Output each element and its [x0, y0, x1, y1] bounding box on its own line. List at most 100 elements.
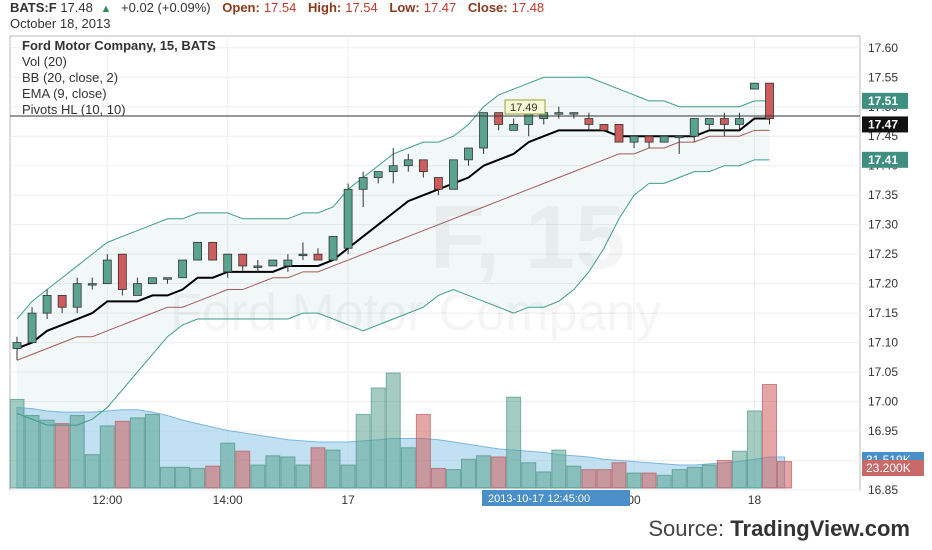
y-tick-label: 17.00 — [868, 395, 898, 409]
volume-bar — [762, 384, 777, 489]
candle-body — [178, 259, 187, 279]
volume-bar — [551, 449, 567, 489]
volume-bar — [190, 467, 206, 489]
y-tick-label: 17.45 — [868, 129, 898, 143]
open-value: 17.54 — [263, 0, 297, 15]
volume-bar — [129, 417, 145, 489]
volume-bar — [39, 419, 55, 489]
volume-bar — [415, 413, 431, 489]
volume-bar — [491, 456, 507, 489]
volume-bars — [9, 372, 793, 489]
candle-body — [584, 118, 594, 125]
candle-body — [479, 112, 488, 149]
volume-bar — [340, 464, 356, 489]
volume-bar — [265, 455, 281, 489]
candle-body — [12, 342, 22, 349]
candle-body — [644, 135, 654, 143]
y-tick-label: 17.55 — [868, 70, 898, 84]
low-value: 17.47 — [423, 0, 457, 15]
y-tick-label: 16.95 — [868, 424, 898, 438]
volume-label-bg — [862, 460, 924, 476]
bb-basis-line — [16, 129, 770, 361]
candle-body — [765, 82, 774, 119]
volume-bar — [430, 467, 446, 489]
volume-bar — [566, 465, 582, 489]
close-label: Close: — [467, 0, 508, 15]
y-tick-label: 17.25 — [868, 247, 898, 261]
candle-body — [117, 253, 127, 290]
date-label: October 18, 2013 — [10, 16, 111, 31]
volume-bar — [355, 413, 371, 489]
candle-body — [328, 236, 338, 261]
volume-label: 23.200K — [866, 461, 911, 475]
watermark-big: F, 15 — [430, 188, 625, 288]
candle-body — [403, 159, 413, 167]
candle-body — [343, 188, 353, 249]
volume-bar — [581, 469, 597, 489]
candle-body — [208, 241, 218, 261]
volume-bar — [54, 423, 70, 489]
candle-body — [689, 118, 699, 137]
volume-bar — [476, 455, 492, 489]
candle-body — [719, 118, 729, 125]
y-tick-label: 17.15 — [868, 306, 898, 320]
volume-bar — [250, 464, 266, 489]
candle-body — [433, 177, 443, 190]
source-prefix: Source: — [648, 516, 725, 541]
volume-bar — [205, 465, 221, 489]
candle-body — [418, 159, 428, 173]
volume-bar — [325, 449, 341, 489]
y-tick-label: 17.20 — [868, 277, 898, 291]
volume-bar — [385, 372, 401, 489]
high-label: High: — [308, 0, 342, 15]
candle-body — [659, 135, 669, 143]
volume-bar — [310, 447, 326, 489]
candle-body — [735, 118, 744, 125]
legend-item-ema[interactable]: EMA (9, close) — [22, 86, 107, 101]
price-label-bg — [862, 151, 908, 168]
price-change: +0.02 (+0.09%) — [121, 0, 211, 15]
legend-item-vol[interactable]: Vol (20) — [22, 54, 67, 69]
x-tick-label: 00 — [627, 493, 641, 507]
volume-bar — [686, 466, 702, 489]
legend-title: Ford Motor Company, 15, BATS — [22, 38, 216, 53]
volume-bar — [235, 450, 251, 489]
y-tick-label: 17.35 — [868, 188, 898, 202]
volume-bar — [175, 466, 191, 489]
volume-bar — [84, 454, 100, 489]
candles — [12, 82, 774, 361]
legend-item-pivots[interactable]: Pivots HL (10, 10) — [22, 102, 126, 117]
candle-body — [238, 253, 248, 267]
bb-fill-area — [17, 77, 770, 426]
candle-body — [253, 265, 263, 268]
candle-body — [87, 283, 97, 286]
volume-bar — [731, 450, 747, 489]
volume-bar — [461, 458, 476, 489]
volume-bar — [220, 442, 236, 489]
chart-legend: Ford Motor Company, 15, BATS Vol (20) BB… — [22, 38, 216, 118]
pivot-label: 17.49 — [510, 102, 538, 114]
x-tick-label: 14:00 — [213, 493, 243, 507]
volume-bar — [370, 387, 386, 489]
candle-body — [283, 259, 293, 267]
low-label: Low: — [389, 0, 420, 15]
candle-body — [72, 283, 82, 308]
candle-body — [313, 253, 323, 261]
candle-body — [388, 165, 398, 173]
legend-item-bb[interactable]: BB (20, close, 2) — [22, 70, 119, 85]
price-label: 17.51 — [868, 94, 898, 108]
candle-body — [569, 112, 579, 115]
high-value: 17.54 — [345, 0, 378, 15]
volume-bar — [521, 462, 537, 489]
y-tick-label: 17.60 — [868, 41, 898, 55]
candle-body — [42, 295, 52, 314]
crosshair-time-label: 2013-10-17 12:45:00 — [488, 493, 590, 505]
y-tick-label: 17.05 — [868, 365, 898, 379]
x-tick-label: 18 — [748, 493, 762, 507]
volume-bar — [9, 398, 25, 489]
open-label: Open: — [222, 0, 260, 15]
candle-body — [358, 177, 368, 190]
candle-body — [193, 241, 203, 261]
